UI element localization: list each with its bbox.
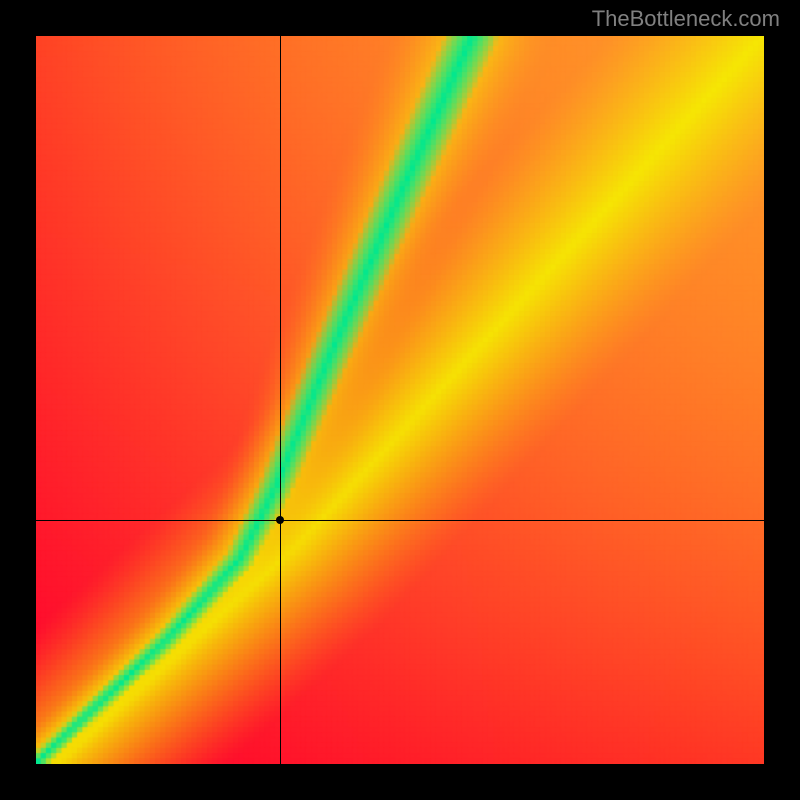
crosshair-vertical [280, 36, 281, 764]
crosshair-marker [276, 516, 284, 524]
crosshair-horizontal [36, 520, 764, 521]
watermark-text: TheBottleneck.com [592, 6, 780, 32]
bottleneck-heatmap [36, 36, 764, 764]
heatmap-canvas [36, 36, 764, 764]
